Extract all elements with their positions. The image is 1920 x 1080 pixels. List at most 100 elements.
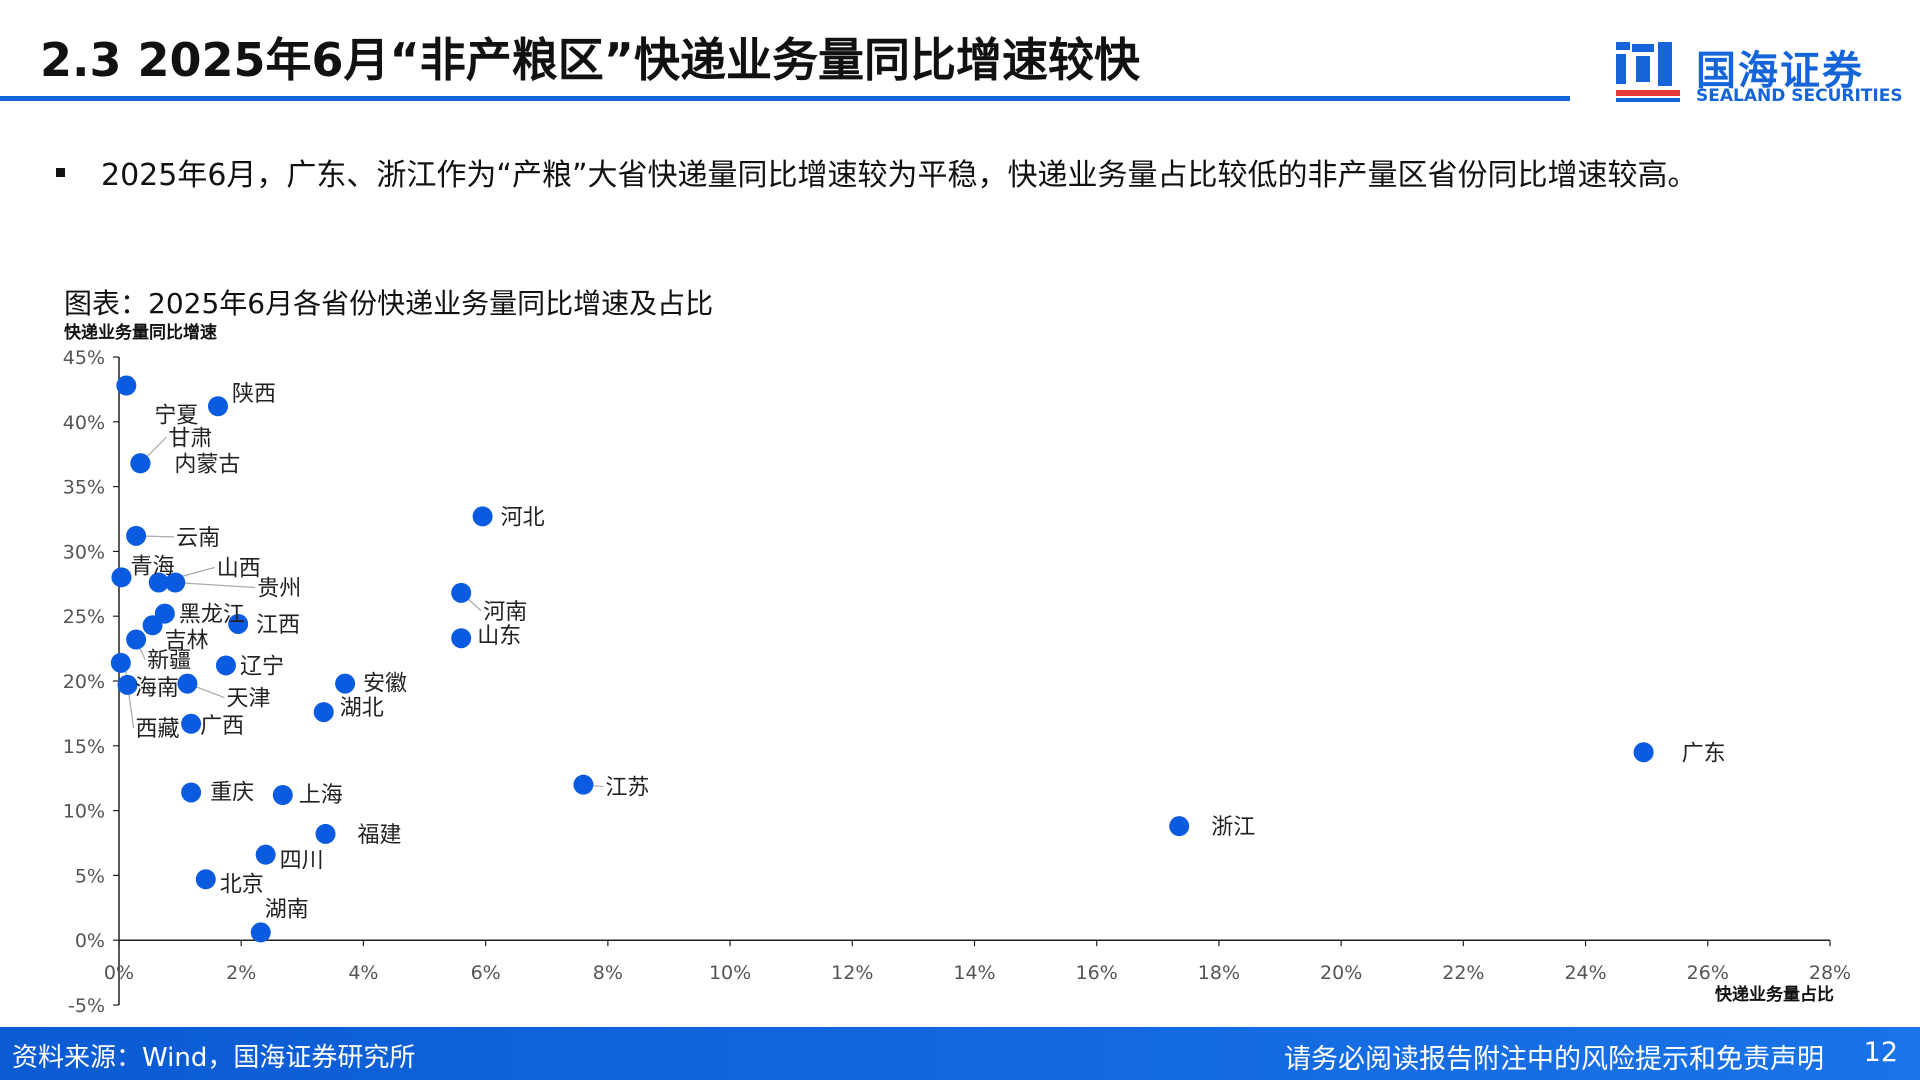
- y-tick-label: 35%: [63, 477, 105, 499]
- data-label: 广东: [1682, 741, 1726, 766]
- data-label: 西藏: [136, 717, 180, 742]
- data-point: [272, 785, 293, 806]
- data-label: 福建: [358, 823, 402, 848]
- data-point: [313, 702, 334, 723]
- data-label: 青海: [130, 554, 174, 579]
- footer-bar: 资料来源：Wind，国海证券研究所 请务必阅读报告附注中的风险提示和免责声明 1…: [0, 1027, 1920, 1080]
- data-label: 广西: [200, 714, 244, 739]
- x-tick-label: 4%: [348, 962, 378, 984]
- data-point: [111, 567, 132, 588]
- data-label: 山东: [477, 624, 521, 649]
- x-tick-label: 18%: [1198, 962, 1240, 984]
- data-label: 河北: [501, 505, 545, 530]
- data-point: [165, 572, 186, 593]
- data-label: 陕西: [232, 382, 276, 407]
- page-title: 2.3 2025年6月“非产粮区”快递业务量同比增速较快: [40, 33, 1141, 87]
- data-label: 北京: [220, 872, 264, 897]
- x-tick-label: 12%: [831, 962, 873, 984]
- data-label: 湖南: [265, 897, 309, 922]
- bullet-point: 2025年6月，广东、浙江作为“产粮”大省快递量同比增速较为平稳，快递业务量占比…: [56, 150, 1698, 194]
- x-axis-title: 快递业务量占比: [1715, 984, 1834, 1005]
- x-tick-label: 22%: [1442, 962, 1484, 984]
- data-points: [110, 375, 1654, 943]
- x-tick-label: 14%: [953, 962, 995, 984]
- data-label: 江西: [256, 613, 300, 638]
- data-point: [181, 782, 202, 803]
- y-tick-label: 30%: [63, 541, 105, 563]
- leader-line: [175, 581, 256, 589]
- data-point: [228, 613, 249, 634]
- data-point: [110, 652, 131, 673]
- data-point: [255, 844, 276, 865]
- title-underline: [0, 96, 1570, 101]
- y-tick-label: 0%: [75, 930, 105, 952]
- data-label: 重庆: [210, 780, 254, 805]
- data-point: [130, 453, 151, 474]
- x-tick-label: 26%: [1687, 962, 1729, 984]
- data-label: 云南: [176, 526, 220, 551]
- data-label: 湖北: [340, 696, 384, 721]
- logo-text-en: SEALAND SECURITIES: [1696, 86, 1903, 106]
- data-label: 新疆: [147, 649, 191, 674]
- data-label: 江苏: [605, 776, 649, 801]
- y-tick-label: 40%: [63, 412, 105, 434]
- data-label: 内蒙古: [174, 452, 240, 477]
- chart-axes: -5% 0% 5% 10% 15% 20% 25% 30% 35% 40% 45% 0% 2% 4% 6% 8…: [63, 322, 1851, 1017]
- x-tick-label: 24%: [1564, 962, 1606, 984]
- data-label: 天津: [226, 687, 270, 712]
- data-point: [116, 375, 137, 396]
- bullet-text: 2025年6月，广东、浙江作为“产粮”大省快递量同比增速较为平稳，快递业务量占比…: [101, 158, 1698, 193]
- data-point: [126, 629, 147, 650]
- y-tick-label: 25%: [63, 606, 105, 628]
- chart-title: 图表：2025年6月各省份快递业务量同比增速及占比: [64, 287, 714, 320]
- y-tick-label: 5%: [75, 865, 105, 887]
- data-label: 海南: [135, 676, 179, 701]
- data-point: [142, 615, 163, 636]
- y-tick-label: 20%: [63, 671, 105, 693]
- data-label: 浙江: [1211, 815, 1255, 840]
- data-point: [177, 673, 198, 694]
- data-point: [1633, 742, 1654, 763]
- x-tick-label: 10%: [709, 962, 751, 984]
- data-point: [207, 396, 228, 417]
- logo-text-cn: 国海证券: [1696, 48, 1864, 94]
- logo-mark-icon: [1616, 42, 1680, 102]
- disclaimer: 请务必阅读报告附注中的风险提示和免责声明: [1284, 1044, 1824, 1075]
- x-tick-label: 16%: [1076, 962, 1118, 984]
- data-point: [573, 774, 594, 795]
- data-point: [472, 506, 493, 527]
- data-point: [126, 525, 147, 546]
- data-point: [181, 713, 202, 734]
- data-label: 安徽: [363, 672, 407, 697]
- company-logo: 国海证券 SEALAND SECURITIES: [1612, 36, 1903, 106]
- y-axis-title: 快递业务量同比增速: [64, 322, 217, 343]
- y-tick-label: 45%: [63, 347, 105, 369]
- source-note: 资料来源：Wind，国海证券研究所: [12, 1043, 416, 1073]
- data-label: 贵州: [257, 577, 301, 602]
- x-tick-label: 20%: [1320, 962, 1362, 984]
- data-label: 黑龙江: [179, 603, 245, 628]
- x-tick-label: 2%: [226, 962, 256, 984]
- data-label: 辽宁: [240, 654, 284, 679]
- data-point: [1169, 816, 1190, 837]
- page-number: 12: [1863, 1037, 1898, 1068]
- data-point: [451, 628, 472, 649]
- data-point: [315, 823, 336, 844]
- data-label: 四川: [280, 849, 324, 874]
- data-point: [195, 869, 216, 890]
- x-tick-label: 6%: [471, 962, 501, 984]
- data-point: [250, 922, 271, 943]
- data-point: [335, 673, 356, 694]
- data-point: [215, 655, 236, 676]
- x-tick-label: 28%: [1809, 962, 1851, 984]
- data-label: 上海: [299, 783, 343, 808]
- data-label: 吉林: [165, 628, 209, 653]
- y-tick-label: 15%: [63, 736, 105, 758]
- y-tick-label: 10%: [63, 801, 105, 823]
- data-point: [451, 582, 472, 603]
- data-label: 山西: [217, 557, 261, 582]
- data-label: 甘肃: [168, 426, 212, 451]
- data-label: 河南: [483, 600, 527, 625]
